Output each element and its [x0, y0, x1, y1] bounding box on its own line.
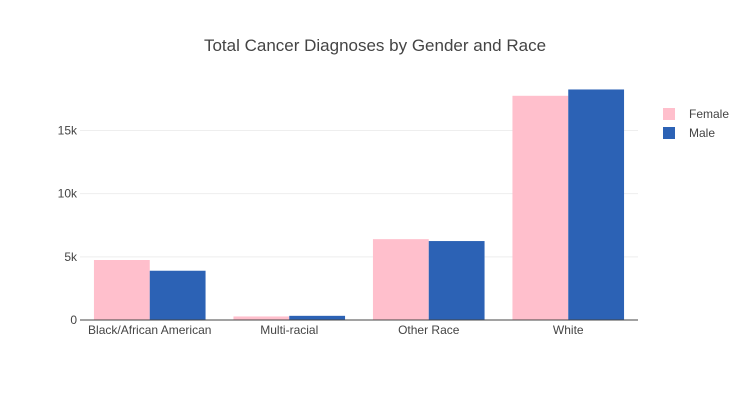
legend: Female Male: [663, 107, 729, 140]
y-tick-label: 0: [70, 313, 77, 327]
legend-label-female[interactable]: Female: [689, 107, 729, 121]
y-tick-labels: 0 5k 10k 15k: [58, 124, 78, 327]
bar-female[interactable]: [372, 239, 429, 320]
bar-female[interactable]: [512, 95, 569, 320]
legend-swatch-female[interactable]: [663, 108, 675, 120]
chart-title: Total Cancer Diagnoses by Gender and Rac…: [204, 36, 546, 55]
bars: [93, 89, 625, 320]
x-tick-label: Multi-racial: [260, 323, 318, 337]
legend-label-male[interactable]: Male: [689, 126, 715, 140]
bar-female[interactable]: [233, 316, 290, 320]
bar-male[interactable]: [568, 89, 625, 320]
x-tick-label: Black/African American: [88, 323, 211, 337]
y-tick-label: 15k: [58, 124, 78, 138]
y-tick-label: 10k: [58, 187, 78, 201]
x-tick-label: Other Race: [398, 323, 460, 337]
bar-male[interactable]: [289, 315, 346, 320]
legend-swatch-male[interactable]: [663, 127, 675, 139]
x-tick-label: White: [553, 323, 584, 337]
bar-female[interactable]: [93, 260, 150, 320]
bar-male[interactable]: [149, 270, 206, 320]
y-tick-label: 5k: [64, 250, 78, 264]
x-tick-labels: Black/African American Multi-racial Other …: [88, 323, 584, 337]
bar-male[interactable]: [428, 241, 485, 320]
